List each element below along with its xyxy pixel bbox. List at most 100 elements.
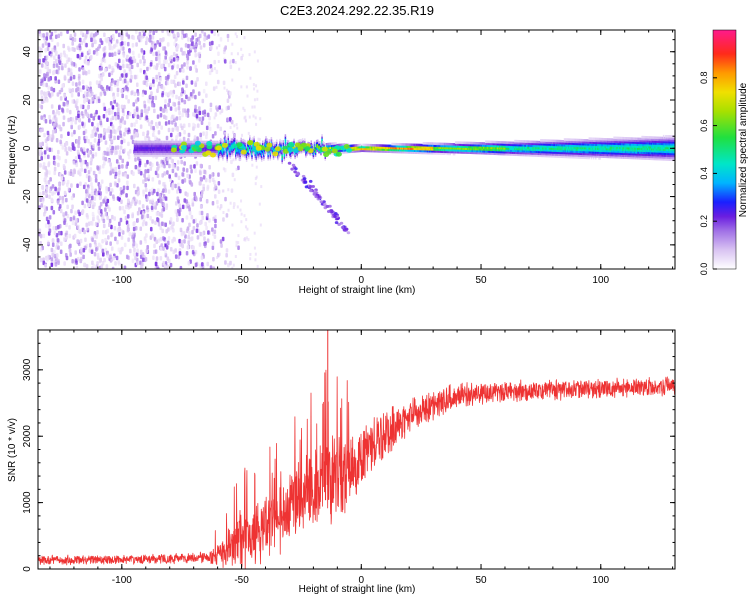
spectrogram-cell [500, 144, 502, 148]
spectrogram-cell [66, 204, 69, 210]
spectrogram-cell [514, 151, 516, 154]
spectrogram-cell [145, 150, 148, 153]
spectrogram-cell [250, 148, 252, 151]
spectrogram-cell [508, 151, 511, 154]
spectrogram-cell [191, 249, 195, 255]
spectrogram-cell [468, 145, 471, 149]
spectrogram-cell [272, 147, 275, 151]
spectrogram-cell [42, 233, 46, 239]
spectrogram-cell [143, 152, 145, 155]
spectrogram-cell [368, 149, 371, 153]
spectrogram-cell [454, 147, 457, 150]
spectrogram-cell [146, 150, 149, 153]
spectrogram-cell [133, 112, 136, 117]
spectrogram-cell [154, 146, 156, 150]
spectrogram-cell [71, 172, 75, 178]
spectrogram-cell [315, 141, 318, 145]
spectrogram-cell [213, 146, 216, 150]
spectrogram-cell [161, 196, 164, 202]
spectrogram-cell [385, 146, 388, 150]
spectrogram-cell [201, 215, 204, 221]
spectrogram-cell [203, 142, 206, 146]
spectrogram-cell [486, 146, 488, 149]
spectrogram-cell [393, 144, 395, 148]
spectrogram-cell [507, 147, 510, 150]
spectrogram-cell [66, 108, 69, 113]
spectrogram-cell [496, 144, 499, 148]
spectrogram-cell [359, 149, 361, 153]
spectrogram-cell [516, 145, 518, 149]
spectrogram-cell [177, 152, 180, 155]
spectrogram-cell [207, 148, 209, 152]
spectrogram-cell [360, 143, 362, 147]
spectrogram-cell [521, 140, 524, 143]
spectrogram-cell [338, 143, 341, 147]
spectrogram-cell [95, 51, 99, 56]
spectrogram-cell [531, 150, 533, 153]
spectrogram-cell [116, 107, 120, 113]
spectrogram-cell [376, 146, 378, 149]
spectrogram-cell [158, 42, 162, 47]
spectrogram-cell [198, 169, 202, 174]
spectrogram-cell [503, 141, 505, 144]
spectrogram-cell [440, 142, 443, 146]
spectrogram-cell [244, 225, 247, 229]
spectrogram-cell [217, 60, 220, 64]
spectrogram-cell [519, 147, 522, 151]
spectrogram-cell [96, 215, 100, 220]
spectrogram-cell [486, 148, 488, 151]
spectrogram-cell [48, 194, 51, 200]
spectrogram-cell [212, 150, 214, 153]
spectrogram-cell [56, 92, 60, 97]
spectrogram-cell [387, 150, 389, 153]
spectrogram-cell [391, 146, 393, 150]
spectrogram-cell [424, 145, 427, 149]
spectrogram-cell [267, 154, 269, 157]
spectrogram-cell [290, 154, 292, 157]
spectrogram-cell [146, 98, 150, 104]
spectrogram-cell [446, 144, 448, 148]
spectrogram-cell [205, 225, 208, 231]
spectrogram-cell [500, 141, 502, 144]
spectrogram-cell [172, 32, 175, 38]
spectrogram-cell [409, 151, 412, 154]
spectrogram-cell [255, 84, 258, 88]
spectrogram-cell [481, 144, 484, 147]
spectrogram-cell [501, 148, 503, 152]
spectrogram-cell [238, 150, 240, 153]
spectrogram-cell [427, 146, 430, 149]
spectrogram-cell [105, 189, 108, 194]
spectrogram-cell [551, 147, 554, 150]
spectrogram-cell [227, 105, 230, 110]
spectrogram-cell [162, 146, 165, 150]
spectrogram-cell [171, 152, 174, 155]
spectrogram-cell [544, 152, 546, 156]
spectrogram-cell [153, 65, 156, 70]
spectrogram-cell [199, 163, 203, 169]
spectrogram-cell [514, 139, 516, 143]
spectrogram-cell [488, 148, 490, 151]
spectrogram-cell [224, 132, 226, 135]
spectrogram-cell [99, 38, 102, 43]
spectrogram-cell [415, 145, 417, 149]
spectrogram-cell [300, 150, 303, 154]
spectrogram-cell [535, 152, 538, 155]
spectrogram-cell [181, 217, 184, 223]
spectrogram-cell [227, 188, 230, 192]
spectrogram-cell [119, 118, 123, 123]
spectrogram-cell [160, 146, 163, 150]
spectrogram-cell [231, 148, 234, 151]
spectrogram-cell [193, 140, 195, 144]
spectrogram-cell [367, 143, 370, 147]
spectrogram-cell [339, 147, 342, 151]
spectrogram-cell [524, 147, 527, 151]
spectrogram-cell [115, 102, 119, 107]
spectrogram-cell [172, 152, 175, 155]
spectrogram-cell [416, 143, 418, 147]
spectrogram-cell [144, 136, 147, 141]
spectrogram-cell [163, 140, 166, 144]
spectrogram-cell [139, 150, 141, 153]
spectrogram-cell [139, 170, 143, 176]
spectrogram-cell [418, 149, 420, 153]
spectrogram-cell [188, 179, 191, 184]
